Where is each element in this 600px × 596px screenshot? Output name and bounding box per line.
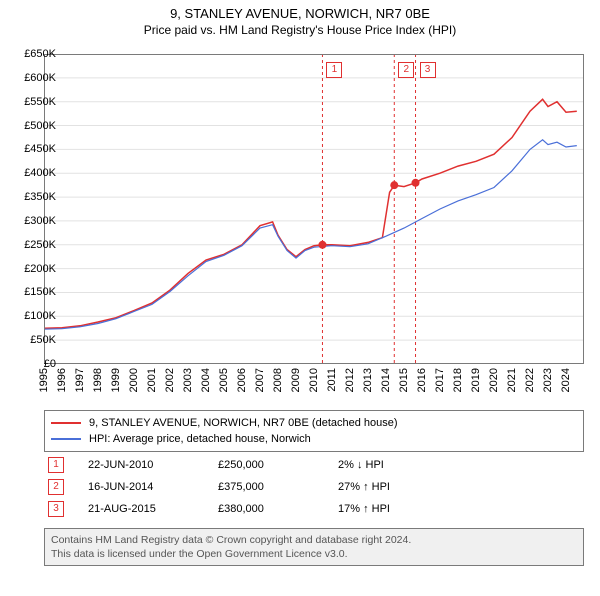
x-tick-label: 2002 [164, 368, 176, 392]
sale-number-box: 3 [48, 501, 64, 517]
y-tick-label: £600K [6, 72, 56, 84]
sale-price: £380,000 [218, 503, 338, 515]
chart-area [44, 54, 584, 364]
x-tick-label: 2000 [128, 368, 140, 392]
sale-date: 16-JUN-2014 [88, 481, 218, 493]
sale-price: £250,000 [218, 459, 338, 471]
x-tick-label: 2009 [290, 368, 302, 392]
legend-item: 9, STANLEY AVENUE, NORWICH, NR7 0BE (det… [51, 415, 577, 431]
sales-row: 3 21-AUG-2015 £380,000 17% ↑ HPI [44, 498, 584, 520]
footer: Contains HM Land Registry data © Crown c… [44, 528, 584, 566]
legend-item: HPI: Average price, detached house, Norw… [51, 431, 577, 447]
sale-marker-box: 2 [398, 62, 414, 78]
x-tick-label: 2014 [380, 368, 392, 392]
y-tick-label: £450K [6, 143, 56, 155]
x-tick-label: 1996 [56, 368, 68, 392]
sale-marker-box: 1 [326, 62, 342, 78]
page: 9, STANLEY AVENUE, NORWICH, NR7 0BE Pric… [0, 6, 600, 596]
x-tick-label: 2011 [326, 368, 338, 392]
x-tick-label: 2008 [272, 368, 284, 392]
x-tick-label: 2021 [506, 368, 518, 392]
sales-row: 1 22-JUN-2010 £250,000 2% ↓ HPI [44, 454, 584, 476]
x-tick-label: 2017 [434, 368, 446, 392]
sale-number-box: 2 [48, 479, 64, 495]
legend-label: HPI: Average price, detached house, Norw… [89, 433, 311, 445]
sale-marker-box: 3 [420, 62, 436, 78]
legend: 9, STANLEY AVENUE, NORWICH, NR7 0BE (det… [44, 410, 584, 452]
footer-line: This data is licensed under the Open Gov… [51, 547, 577, 561]
chart-subtitle: Price paid vs. HM Land Registry's House … [0, 23, 600, 37]
x-tick-label: 2023 [542, 368, 554, 392]
y-tick-label: £100K [6, 310, 56, 322]
legend-swatch [51, 422, 81, 424]
x-tick-label: 2001 [146, 368, 158, 392]
y-tick-label: £50K [6, 334, 56, 346]
y-tick-label: £550K [6, 96, 56, 108]
sale-number-box: 1 [48, 457, 64, 473]
x-tick-label: 2015 [398, 368, 410, 392]
sales-table: 1 22-JUN-2010 £250,000 2% ↓ HPI 2 16-JUN… [44, 454, 584, 520]
x-tick-label: 1995 [38, 368, 50, 392]
x-tick-label: 2022 [524, 368, 536, 392]
x-tick-label: 2020 [488, 368, 500, 392]
chart-title: 9, STANLEY AVENUE, NORWICH, NR7 0BE [0, 6, 600, 21]
plot-border [44, 54, 584, 364]
x-tick-label: 1997 [74, 368, 86, 392]
x-tick-label: 2013 [362, 368, 374, 392]
x-tick-label: 2003 [182, 368, 194, 392]
y-tick-label: £500K [6, 120, 56, 132]
x-tick-label: 2006 [236, 368, 248, 392]
x-tick-label: 2019 [470, 368, 482, 392]
sale-diff: 27% ↑ HPI [338, 481, 458, 493]
y-tick-label: £650K [6, 48, 56, 60]
y-tick-label: £200K [6, 263, 56, 275]
x-tick-label: 1999 [110, 368, 122, 392]
sale-diff: 17% ↑ HPI [338, 503, 458, 515]
legend-label: 9, STANLEY AVENUE, NORWICH, NR7 0BE (det… [89, 417, 398, 429]
x-tick-label: 1998 [92, 368, 104, 392]
x-tick-label: 2004 [200, 368, 212, 392]
sale-date: 22-JUN-2010 [88, 459, 218, 471]
x-tick-label: 2018 [452, 368, 464, 392]
x-tick-label: 2016 [416, 368, 428, 392]
sales-row: 2 16-JUN-2014 £375,000 27% ↑ HPI [44, 476, 584, 498]
sale-price: £375,000 [218, 481, 338, 493]
x-tick-label: 2024 [560, 368, 572, 392]
y-tick-label: £350K [6, 191, 56, 203]
y-tick-label: £150K [6, 286, 56, 298]
sale-date: 21-AUG-2015 [88, 503, 218, 515]
x-tick-label: 2005 [218, 368, 230, 392]
sale-diff: 2% ↓ HPI [338, 459, 458, 471]
y-tick-label: £250K [6, 239, 56, 251]
footer-line: Contains HM Land Registry data © Crown c… [51, 533, 577, 547]
y-tick-label: £300K [6, 215, 56, 227]
x-tick-label: 2007 [254, 368, 266, 392]
legend-swatch [51, 438, 81, 440]
x-tick-label: 2010 [308, 368, 320, 392]
x-tick-label: 2012 [344, 368, 356, 392]
y-tick-label: £400K [6, 167, 56, 179]
